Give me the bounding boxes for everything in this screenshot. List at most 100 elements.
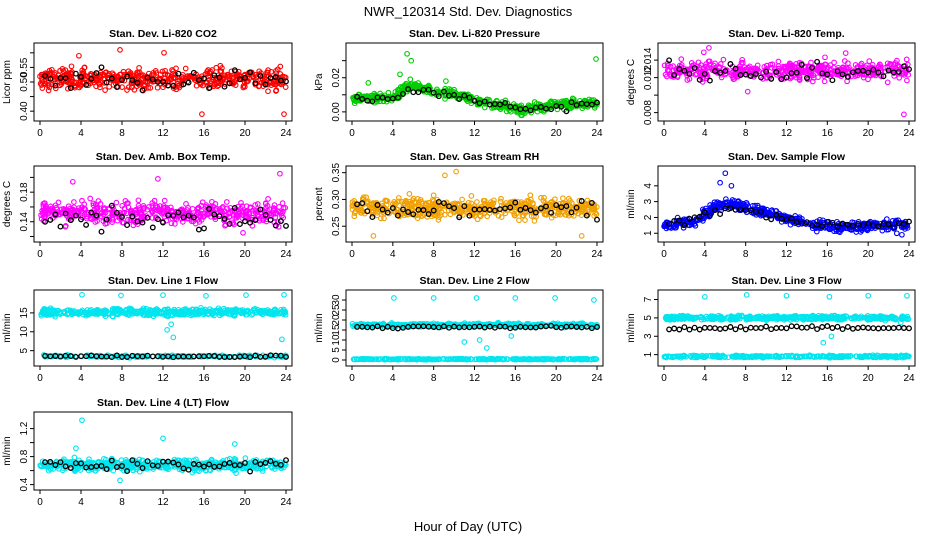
data-point bbox=[501, 202, 507, 208]
y-axis-label: ml/min bbox=[626, 189, 637, 218]
data-point bbox=[209, 310, 216, 317]
data-point bbox=[164, 327, 170, 333]
data-point bbox=[233, 76, 240, 83]
data-point bbox=[277, 80, 283, 87]
x-tick-label: 12 bbox=[157, 249, 169, 260]
data-point bbox=[161, 306, 168, 313]
data-point bbox=[808, 59, 814, 66]
data-point bbox=[672, 224, 678, 231]
data-point bbox=[283, 222, 289, 229]
data-point bbox=[476, 337, 483, 343]
data-point bbox=[46, 84, 53, 91]
data-point bbox=[42, 72, 49, 79]
data-point bbox=[498, 214, 505, 220]
x-tick-label: 20 bbox=[551, 373, 563, 384]
data-point bbox=[739, 56, 746, 63]
data-point bbox=[573, 356, 580, 362]
data-point bbox=[486, 210, 493, 216]
data-point bbox=[154, 207, 160, 214]
data-point bbox=[717, 69, 724, 76]
data-point bbox=[481, 98, 488, 105]
data-point bbox=[203, 293, 209, 299]
data-point bbox=[541, 211, 548, 218]
data-point bbox=[384, 323, 391, 330]
data-point bbox=[108, 202, 115, 209]
data-point bbox=[117, 306, 123, 313]
data-point bbox=[775, 58, 782, 65]
data-point bbox=[584, 356, 591, 363]
data-point bbox=[849, 219, 856, 226]
data-point bbox=[523, 356, 530, 363]
data-point bbox=[98, 64, 105, 71]
data-point bbox=[379, 94, 386, 101]
data-point bbox=[538, 107, 545, 114]
data-point bbox=[173, 86, 180, 93]
data-point bbox=[825, 64, 831, 71]
data-point bbox=[252, 352, 259, 359]
x-tick-label: 8 bbox=[119, 128, 125, 139]
y-tick-label: 0.40 bbox=[19, 101, 30, 121]
data-point bbox=[97, 84, 103, 91]
data-point bbox=[151, 197, 158, 204]
data-point bbox=[242, 71, 248, 78]
data-point bbox=[796, 77, 803, 83]
data-point bbox=[878, 73, 885, 80]
data-point bbox=[191, 212, 197, 219]
data-point bbox=[430, 89, 437, 96]
x-tick-label: 12 bbox=[157, 128, 169, 139]
y-tick-label: 0.012 bbox=[643, 65, 654, 90]
data-point bbox=[178, 308, 184, 314]
data-point bbox=[231, 205, 238, 211]
data-point bbox=[701, 209, 708, 216]
data-point bbox=[591, 206, 598, 213]
data-point bbox=[839, 220, 846, 227]
x-tick-label: 0 bbox=[661, 249, 667, 260]
data-point bbox=[548, 98, 554, 105]
data-point bbox=[814, 67, 821, 74]
data-point bbox=[128, 217, 135, 224]
data-point bbox=[370, 233, 377, 239]
data-point bbox=[195, 226, 202, 233]
data-point bbox=[83, 353, 90, 360]
data-point bbox=[144, 214, 151, 221]
data-point bbox=[454, 208, 460, 215]
data-point bbox=[124, 73, 131, 80]
data-point bbox=[712, 68, 718, 75]
data-point bbox=[354, 201, 361, 208]
data-point bbox=[124, 354, 131, 360]
data-point bbox=[263, 205, 269, 212]
data-point bbox=[257, 72, 264, 79]
data-point bbox=[435, 198, 442, 205]
x-tick-label: 16 bbox=[198, 128, 210, 139]
data-point bbox=[182, 65, 189, 72]
data-point bbox=[144, 74, 151, 81]
data-point bbox=[197, 210, 204, 217]
data-point bbox=[95, 198, 102, 204]
data-point bbox=[359, 96, 366, 102]
data-point bbox=[588, 101, 595, 108]
panel-title: Stan. Dev. Amb. Box Temp. bbox=[96, 151, 231, 163]
data-point bbox=[495, 212, 502, 219]
data-point bbox=[354, 93, 361, 100]
data-point bbox=[814, 58, 821, 65]
data-point bbox=[778, 76, 785, 83]
figure-title: NWR_120314 Std. Dev. Diagnostics bbox=[364, 4, 573, 19]
data-point bbox=[216, 312, 223, 319]
data-point bbox=[375, 356, 382, 363]
data-point bbox=[119, 77, 125, 83]
data-point bbox=[279, 200, 286, 206]
y-axis-label: percent bbox=[314, 187, 325, 221]
data-point bbox=[407, 76, 414, 83]
data-point bbox=[75, 310, 82, 317]
data-point bbox=[136, 205, 143, 211]
data-point bbox=[209, 198, 215, 205]
data-point bbox=[356, 356, 363, 363]
data-point bbox=[161, 197, 168, 204]
data-point bbox=[884, 79, 891, 86]
data-point bbox=[202, 309, 209, 316]
data-point bbox=[379, 325, 386, 332]
data-point bbox=[400, 206, 406, 213]
data-point bbox=[141, 214, 148, 221]
